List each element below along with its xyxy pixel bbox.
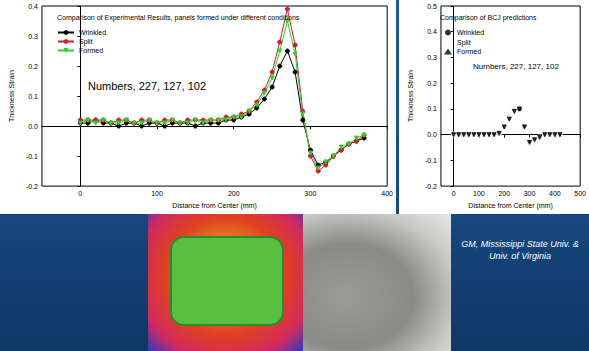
svg-text:-0.1: -0.1 [26,153,38,160]
svg-text:100: 100 [151,190,163,197]
svg-text:Distance from Center (mm): Distance from Center (mm) [172,202,256,210]
svg-text:400: 400 [549,190,561,197]
svg-text:300: 300 [524,190,536,197]
svg-text:Formed: Formed [79,47,103,54]
svg-text:Distance from Center (mm): Distance from Center (mm) [468,202,552,210]
svg-text:Wrinkled: Wrinkled [79,29,106,36]
svg-text:200: 200 [228,190,240,197]
svg-text:Numbers, 227, 127, 102: Numbers, 227, 127, 102 [88,80,206,92]
svg-text:-0.1: -0.1 [425,157,437,164]
svg-text:0.3: 0.3 [427,54,437,61]
svg-text:0.2: 0.2 [427,80,437,87]
svg-text:0.4: 0.4 [427,28,437,35]
svg-text:0: 0 [78,190,82,197]
svg-text:0.5: 0.5 [427,3,437,10]
svg-text:0.2: 0.2 [28,63,38,70]
svg-text:Comparison of BCJ predictions: Comparison of BCJ predictions [440,14,537,22]
svg-text:0.0: 0.0 [28,123,38,130]
svg-text:400: 400 [381,190,393,197]
svg-text:0.1: 0.1 [28,93,38,100]
svg-text:0.4: 0.4 [28,3,38,10]
svg-text:Comparison of Experimental Res: Comparison of Experimental Results, pane… [57,14,300,22]
svg-text:Thickness Strain: Thickness Strain [407,70,414,122]
svg-text:Formed: Formed [457,48,481,55]
svg-text:Wrinkled: Wrinkled [457,29,484,36]
svg-text:-0.2: -0.2 [425,183,437,190]
svg-text:-0.2: -0.2 [26,183,38,190]
svg-text:Numbers, 227, 127, 102: Numbers, 227, 127, 102 [473,62,559,71]
svg-text:0: 0 [452,190,456,197]
svg-text:0.1: 0.1 [427,105,437,112]
svg-text:500: 500 [574,190,586,197]
svg-text:200: 200 [498,190,510,197]
svg-text:0.0: 0.0 [427,131,437,138]
svg-text:Split: Split [457,39,471,47]
svg-text:Thickness Strain: Thickness Strain [8,70,15,122]
html-text:GM, Mississippi State Univ. &: GM, Mississippi State Univ. & Univ. of V… [461,239,579,261]
svg-text:Split: Split [79,38,93,46]
svg-text:100: 100 [473,190,485,197]
svg-text:300: 300 [305,190,317,197]
svg-text:0.3: 0.3 [28,33,38,40]
